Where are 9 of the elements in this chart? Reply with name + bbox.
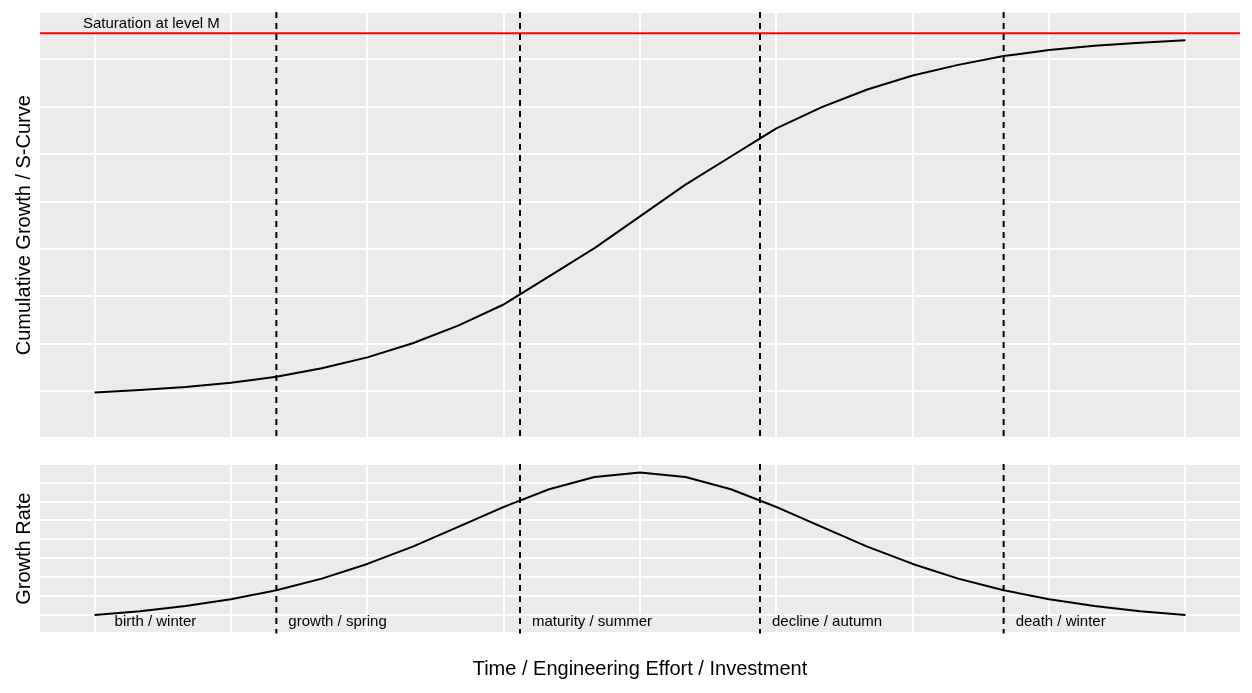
y-axis-title: Growth Rate xyxy=(11,492,34,605)
y-axis-title: Cumulative Growth / S-Curve xyxy=(11,95,34,356)
annotation: maturity / summer xyxy=(532,611,653,629)
annotation: decline / autumn xyxy=(772,611,883,629)
annotation: birth / winter xyxy=(114,611,197,629)
x-axis-title: Time / Engineering Effort / Investment xyxy=(472,656,808,679)
text: Saturation at level M xyxy=(83,13,220,31)
annotation: growth / spring xyxy=(288,611,387,629)
annotation: death / winter xyxy=(1015,611,1106,629)
